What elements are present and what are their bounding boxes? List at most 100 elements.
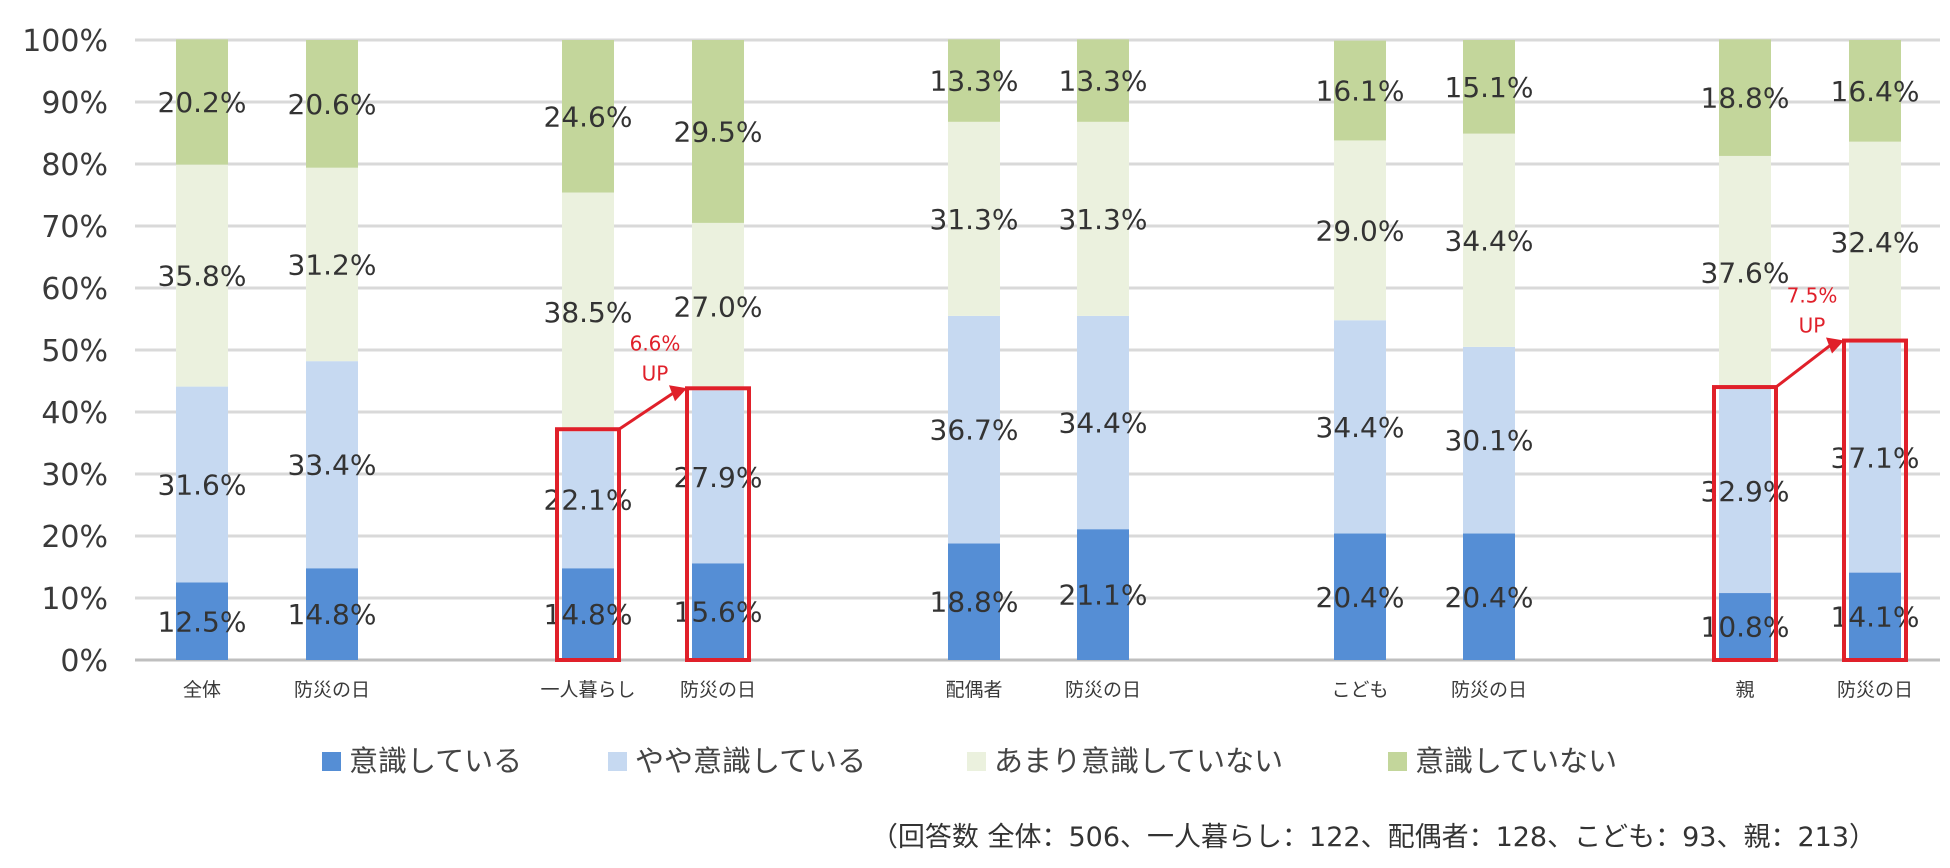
y-tick-label: 100%: [22, 24, 108, 59]
bar-segment: [1463, 133, 1515, 347]
bar-segment: [1077, 39, 1129, 122]
data-label: 30.1%: [1445, 424, 1534, 457]
y-tick-label: 10%: [41, 582, 108, 617]
data-label: 27.0%: [674, 291, 763, 324]
legend: 意識している やや意識している あまり意識していない 意識していない: [322, 744, 1617, 778]
legend-swatch: [967, 752, 986, 771]
highlight-box: [685, 386, 751, 662]
bar-segment: [562, 568, 614, 660]
data-label: 16.4%: [1831, 75, 1920, 108]
data-label: 21.1%: [1059, 579, 1148, 612]
bar-segment: [948, 39, 1000, 122]
data-label: 13.3%: [1059, 65, 1148, 98]
y-axis: 0% 10% 20% 30% 40% 50% 60% 70% 80% 90% 100%: [22, 24, 108, 679]
bar-segment: [1719, 155, 1771, 390]
y-tick-label: 90%: [41, 86, 108, 121]
y-tick-label: 70%: [41, 210, 108, 245]
highlight-box: [1712, 385, 1778, 662]
data-label: 31.3%: [930, 203, 1019, 236]
bar-segment: [692, 390, 744, 564]
bar-segment: [1849, 40, 1901, 142]
bar-segment: [1849, 342, 1901, 573]
bar-segment: [562, 192, 614, 432]
increase-annotation-text: 6.6%: [630, 331, 681, 355]
data-label: 29.0%: [1316, 214, 1405, 247]
x-tick-label: 一人暮らし: [540, 679, 635, 701]
data-label: 12.5%: [158, 605, 247, 638]
bar-segment: [1849, 572, 1901, 660]
bar-segment: [1077, 529, 1129, 660]
bar-segment: [306, 167, 358, 362]
data-label: 29.5%: [674, 115, 763, 148]
bar-segment: [1719, 389, 1771, 594]
bar-segment: [1719, 39, 1771, 156]
x-tick-label: 防災の日: [1837, 679, 1913, 701]
data-label: 38.5%: [544, 296, 633, 329]
y-tick-label: 40%: [41, 396, 108, 431]
data-label: 13.3%: [930, 65, 1019, 98]
bar-segment: [948, 121, 1000, 316]
legend-label: 意識している: [349, 744, 522, 778]
data-label: 20.4%: [1316, 581, 1405, 614]
data-label: 16.1%: [1316, 75, 1405, 108]
data-label: 24.6%: [544, 100, 633, 133]
data-label: 33.4%: [288, 449, 377, 482]
bars: 12.5% 31.6% 35.8% 20.2% 14.8% 33.4% 31.2% 20.6%…: [158, 39, 1920, 660]
bar-segment: [692, 40, 744, 223]
bar-segment: [1334, 40, 1386, 141]
up-arrow-line: [618, 392, 674, 431]
bar-segment: [306, 40, 358, 168]
x-tick-label: こども: [1331, 679, 1388, 701]
x-tick-label: 全体: [183, 679, 221, 701]
bar-segment: [306, 361, 358, 569]
data-label: 37.6%: [1701, 257, 1790, 290]
legend-label: 意識していない: [1415, 744, 1617, 778]
legend-swatch: [322, 752, 341, 771]
y-tick-label: 80%: [41, 148, 108, 183]
bar-segment: [692, 563, 744, 660]
bar-segment: [1849, 141, 1901, 343]
increase-annotation-text: 7.5%: [1787, 284, 1838, 308]
data-label: 34.4%: [1316, 411, 1405, 444]
data-label: 31.3%: [1059, 203, 1148, 236]
data-label: 34.4%: [1059, 407, 1148, 440]
legend-swatch: [1388, 752, 1407, 771]
bar-segment: [176, 386, 228, 583]
bar-segment: [1463, 346, 1515, 534]
y-tick-label: 30%: [41, 458, 108, 493]
highlight-box: [555, 427, 621, 662]
x-tick-label: 配偶者: [945, 679, 1002, 701]
bar-segment: [1334, 140, 1386, 321]
y-tick-label: 0%: [60, 644, 108, 679]
x-axis: 全体 防災の日 一人暮らし 防災の日 配偶者 防災の日 こども 防災の日 親 防災の日: [183, 679, 1913, 701]
data-label: 31.6%: [158, 469, 247, 502]
bar-segment: [176, 164, 228, 387]
x-tick-label: 防災の日: [294, 679, 370, 701]
bar-segment: [176, 582, 228, 660]
bar-segment: [1077, 315, 1129, 530]
up-arrow-head: [1826, 337, 1844, 354]
data-label: 15.1%: [1445, 71, 1534, 104]
increase-annotation-text: UP: [642, 361, 669, 385]
up-arrow-head: [669, 385, 687, 402]
bar-segment: [1463, 40, 1515, 134]
bar-segment: [1077, 121, 1129, 316]
data-label: 20.2%: [158, 86, 247, 119]
y-tick-label: 20%: [41, 520, 108, 555]
data-label: 36.7%: [930, 414, 1019, 447]
data-label: 20.6%: [288, 88, 377, 121]
bar-segment: [176, 39, 228, 165]
legend-swatch: [608, 752, 627, 771]
bar-segment: [948, 543, 1000, 660]
up-arrow-line: [1775, 344, 1831, 389]
x-tick-label: 防災の日: [1065, 679, 1141, 701]
x-tick-label: 防災の日: [680, 679, 756, 701]
y-tick-label: 50%: [41, 334, 108, 369]
data-label: 20.4%: [1445, 581, 1534, 614]
bar-segment: [1334, 320, 1386, 534]
respondent-count-note: （回答数 全体：506、一人暮らし：122、配偶者：128、こども：93、親：2…: [871, 822, 1876, 853]
legend-label: あまり意識していない: [994, 744, 1283, 778]
gridlines: [135, 38, 1940, 662]
data-label: 18.8%: [930, 586, 1019, 619]
increase-annotation-text: UP: [1799, 314, 1826, 338]
